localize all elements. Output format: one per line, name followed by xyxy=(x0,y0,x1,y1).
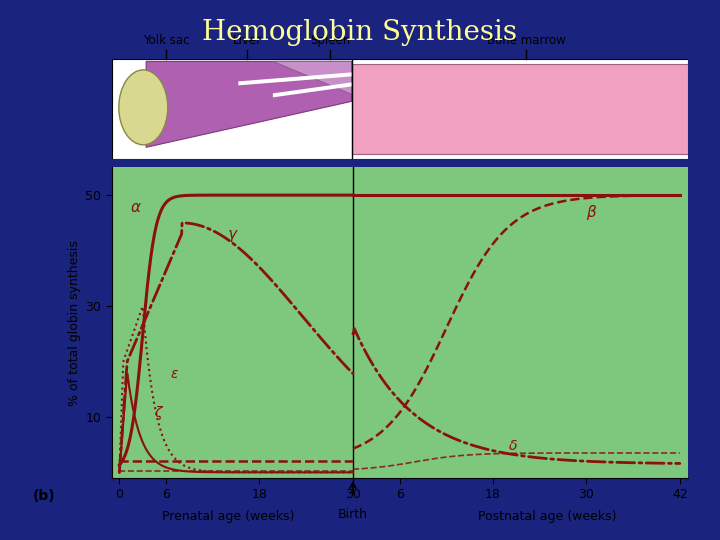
Text: ζ: ζ xyxy=(154,406,162,420)
Text: α: α xyxy=(131,200,141,215)
Text: β: β xyxy=(586,205,596,220)
Polygon shape xyxy=(351,64,688,154)
Text: (b): (b) xyxy=(32,489,55,503)
Text: Prenatal age (weeks): Prenatal age (weeks) xyxy=(162,510,294,523)
Polygon shape xyxy=(238,72,351,85)
Text: Spleen: Spleen xyxy=(310,35,351,48)
Polygon shape xyxy=(146,62,351,147)
Text: Hemoglobin Synthesis: Hemoglobin Synthesis xyxy=(202,19,518,46)
Text: Yolk sac: Yolk sac xyxy=(143,35,189,48)
Y-axis label: % of total globin synthesis: % of total globin synthesis xyxy=(68,240,81,406)
Text: δ: δ xyxy=(508,439,517,453)
Polygon shape xyxy=(273,62,351,94)
Ellipse shape xyxy=(119,70,168,145)
Text: Liver: Liver xyxy=(233,35,261,48)
Text: ε: ε xyxy=(170,367,177,381)
Text: γ: γ xyxy=(228,227,238,242)
Text: Birth: Birth xyxy=(338,508,368,522)
Polygon shape xyxy=(273,83,351,97)
Text: Postnatal age (weeks): Postnatal age (weeks) xyxy=(478,510,617,523)
Text: Bone marrow: Bone marrow xyxy=(487,35,566,48)
